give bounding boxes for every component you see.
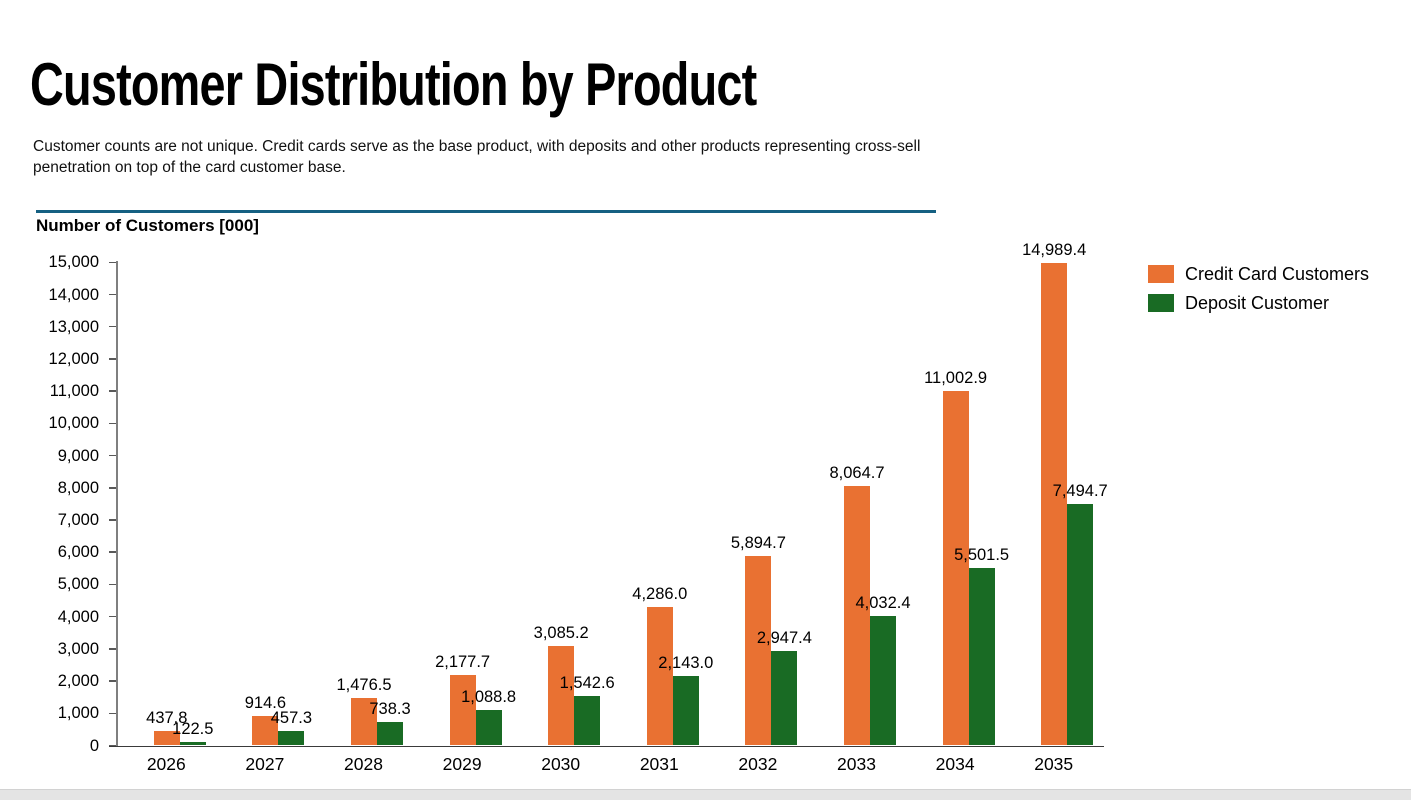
y-axis-tick — [109, 358, 116, 360]
bar-deposit — [278, 730, 305, 746]
y-axis-tick-label: 12,000 — [48, 349, 99, 368]
chart-axis-title: Number of Customers [000] — [36, 216, 259, 235]
legend-label: Credit Card Customers — [1185, 264, 1370, 284]
bar-deposit — [672, 676, 699, 746]
y-axis-tick — [109, 261, 116, 264]
y-axis-tick-label: 1,000 — [57, 704, 99, 723]
page-title: Customer Distribution by Product — [30, 51, 757, 118]
bar-credit-card — [646, 607, 673, 746]
y-axis-tick — [109, 454, 116, 457]
bar-deposit — [771, 650, 798, 746]
legend-item: Credit Card Customers — [1148, 264, 1369, 284]
bar-value-label: 122.5 — [172, 719, 214, 738]
y-axis-tick — [109, 390, 116, 392]
bar-credit-card — [1041, 262, 1068, 746]
bar-credit-card — [548, 646, 575, 746]
bar-deposit — [574, 695, 601, 746]
x-category-label: 2029 — [442, 753, 482, 774]
bar-deposit — [475, 710, 502, 746]
bar-value-label: 437.8 — [146, 709, 188, 728]
y-axis-tick — [109, 583, 116, 586]
footer-strip — [0, 789, 1411, 800]
bar-credit-card — [449, 675, 476, 746]
y-axis-tick — [109, 293, 116, 296]
bar-value-label: 738.3 — [369, 699, 411, 718]
bar-value-label: 1,088.8 — [461, 688, 517, 707]
y-axis-tick — [109, 680, 116, 682]
y-axis-tick — [109, 519, 116, 521]
x-category-label: 2026 — [146, 753, 186, 774]
bar-deposit — [377, 721, 403, 746]
bar-credit-card — [745, 555, 772, 746]
bar-value-label: 457.3 — [270, 708, 313, 727]
x-category-label: 2027 — [245, 753, 285, 774]
y-axis-tick-label: 2,000 — [57, 672, 99, 691]
bar-credit-card — [252, 716, 279, 746]
bar-value-label: 1,476.5 — [336, 675, 392, 694]
y-axis-tick-label: 7,000 — [57, 511, 99, 529]
bar-value-label: 8,064.7 — [829, 463, 885, 482]
y-axis-tick — [109, 712, 116, 715]
bar-value-label: 914.6 — [244, 694, 287, 713]
bar-value-label: 14,989.4 — [1022, 240, 1087, 259]
bar-credit-card — [942, 391, 969, 746]
bar-value-label: 2,947.4 — [756, 628, 812, 647]
legend-item: Deposit Customer — [1148, 293, 1369, 313]
bar-value-label: 4,286.0 — [632, 585, 688, 604]
bar-deposit — [870, 615, 896, 746]
x-category-label: 2034 — [935, 753, 975, 774]
page-subtitle: Customer counts are not unique. Credit c… — [33, 138, 921, 176]
bar-value-label: 4,032.4 — [855, 593, 911, 612]
y-axis-tick-label: 9,000 — [57, 446, 99, 465]
y-axis-tick-label: 6,000 — [57, 543, 99, 562]
bar-credit-card — [351, 697, 377, 746]
y-axis-tick-label: 5,000 — [57, 575, 99, 594]
x-category-label: 2028 — [344, 753, 383, 774]
chart-legend: Credit Card Customers Deposit Customer — [1148, 264, 1369, 322]
y-axis-tick-label: 11,000 — [49, 382, 99, 401]
x-category-label: 2030 — [541, 753, 581, 774]
bar-value-label: 1,542.6 — [559, 673, 615, 692]
x-axis-line — [109, 745, 1104, 748]
bar-deposit — [968, 568, 995, 746]
y-axis-tick-label: 8,000 — [57, 478, 99, 497]
y-axis-tick — [109, 422, 116, 425]
x-category-label: 2033 — [837, 753, 876, 774]
legend-swatch — [1148, 265, 1174, 283]
y-axis-tick-label: 13,000 — [48, 317, 99, 336]
bar-value-label: 5,894.7 — [730, 533, 786, 552]
bar-deposit — [179, 741, 206, 746]
y-axis-tick — [109, 744, 116, 747]
y-axis-tick-label: 0 — [89, 736, 99, 755]
y-axis-tick-label: 4,000 — [57, 607, 99, 626]
bar-value-label: 11,002.9 — [924, 369, 988, 388]
y-axis-line — [116, 261, 118, 747]
x-category-label: 2031 — [639, 753, 679, 774]
bar-value-label: 2,177.7 — [435, 653, 491, 672]
bar-credit-card — [153, 731, 180, 746]
bar-value-label: 2,143.0 — [658, 654, 714, 673]
y-axis-tick — [109, 487, 116, 489]
legend-label: Deposit Customer — [1185, 293, 1330, 313]
y-axis-tick — [109, 615, 116, 618]
y-axis-tick — [109, 551, 116, 553]
bar-value-label: 7,494.7 — [1052, 482, 1108, 501]
y-axis-tick — [109, 648, 116, 650]
bar-credit-card — [844, 485, 870, 746]
bar-value-label: 3,085.2 — [533, 624, 589, 643]
y-axis-tick — [109, 325, 116, 328]
y-axis-tick-label: 14,000 — [48, 285, 99, 304]
y-axis-tick-label: 10,000 — [48, 414, 99, 433]
bar-deposit — [1067, 504, 1094, 746]
y-axis-tick-label: 15,000 — [48, 253, 99, 272]
divider-line — [36, 210, 936, 213]
y-axis-tick-label: 3,000 — [57, 639, 99, 658]
x-category-label: 2035 — [1034, 753, 1074, 774]
legend-swatch — [1148, 294, 1174, 312]
x-category-label: 2032 — [738, 753, 778, 774]
bar-value-label: 5,501.5 — [954, 546, 1010, 565]
